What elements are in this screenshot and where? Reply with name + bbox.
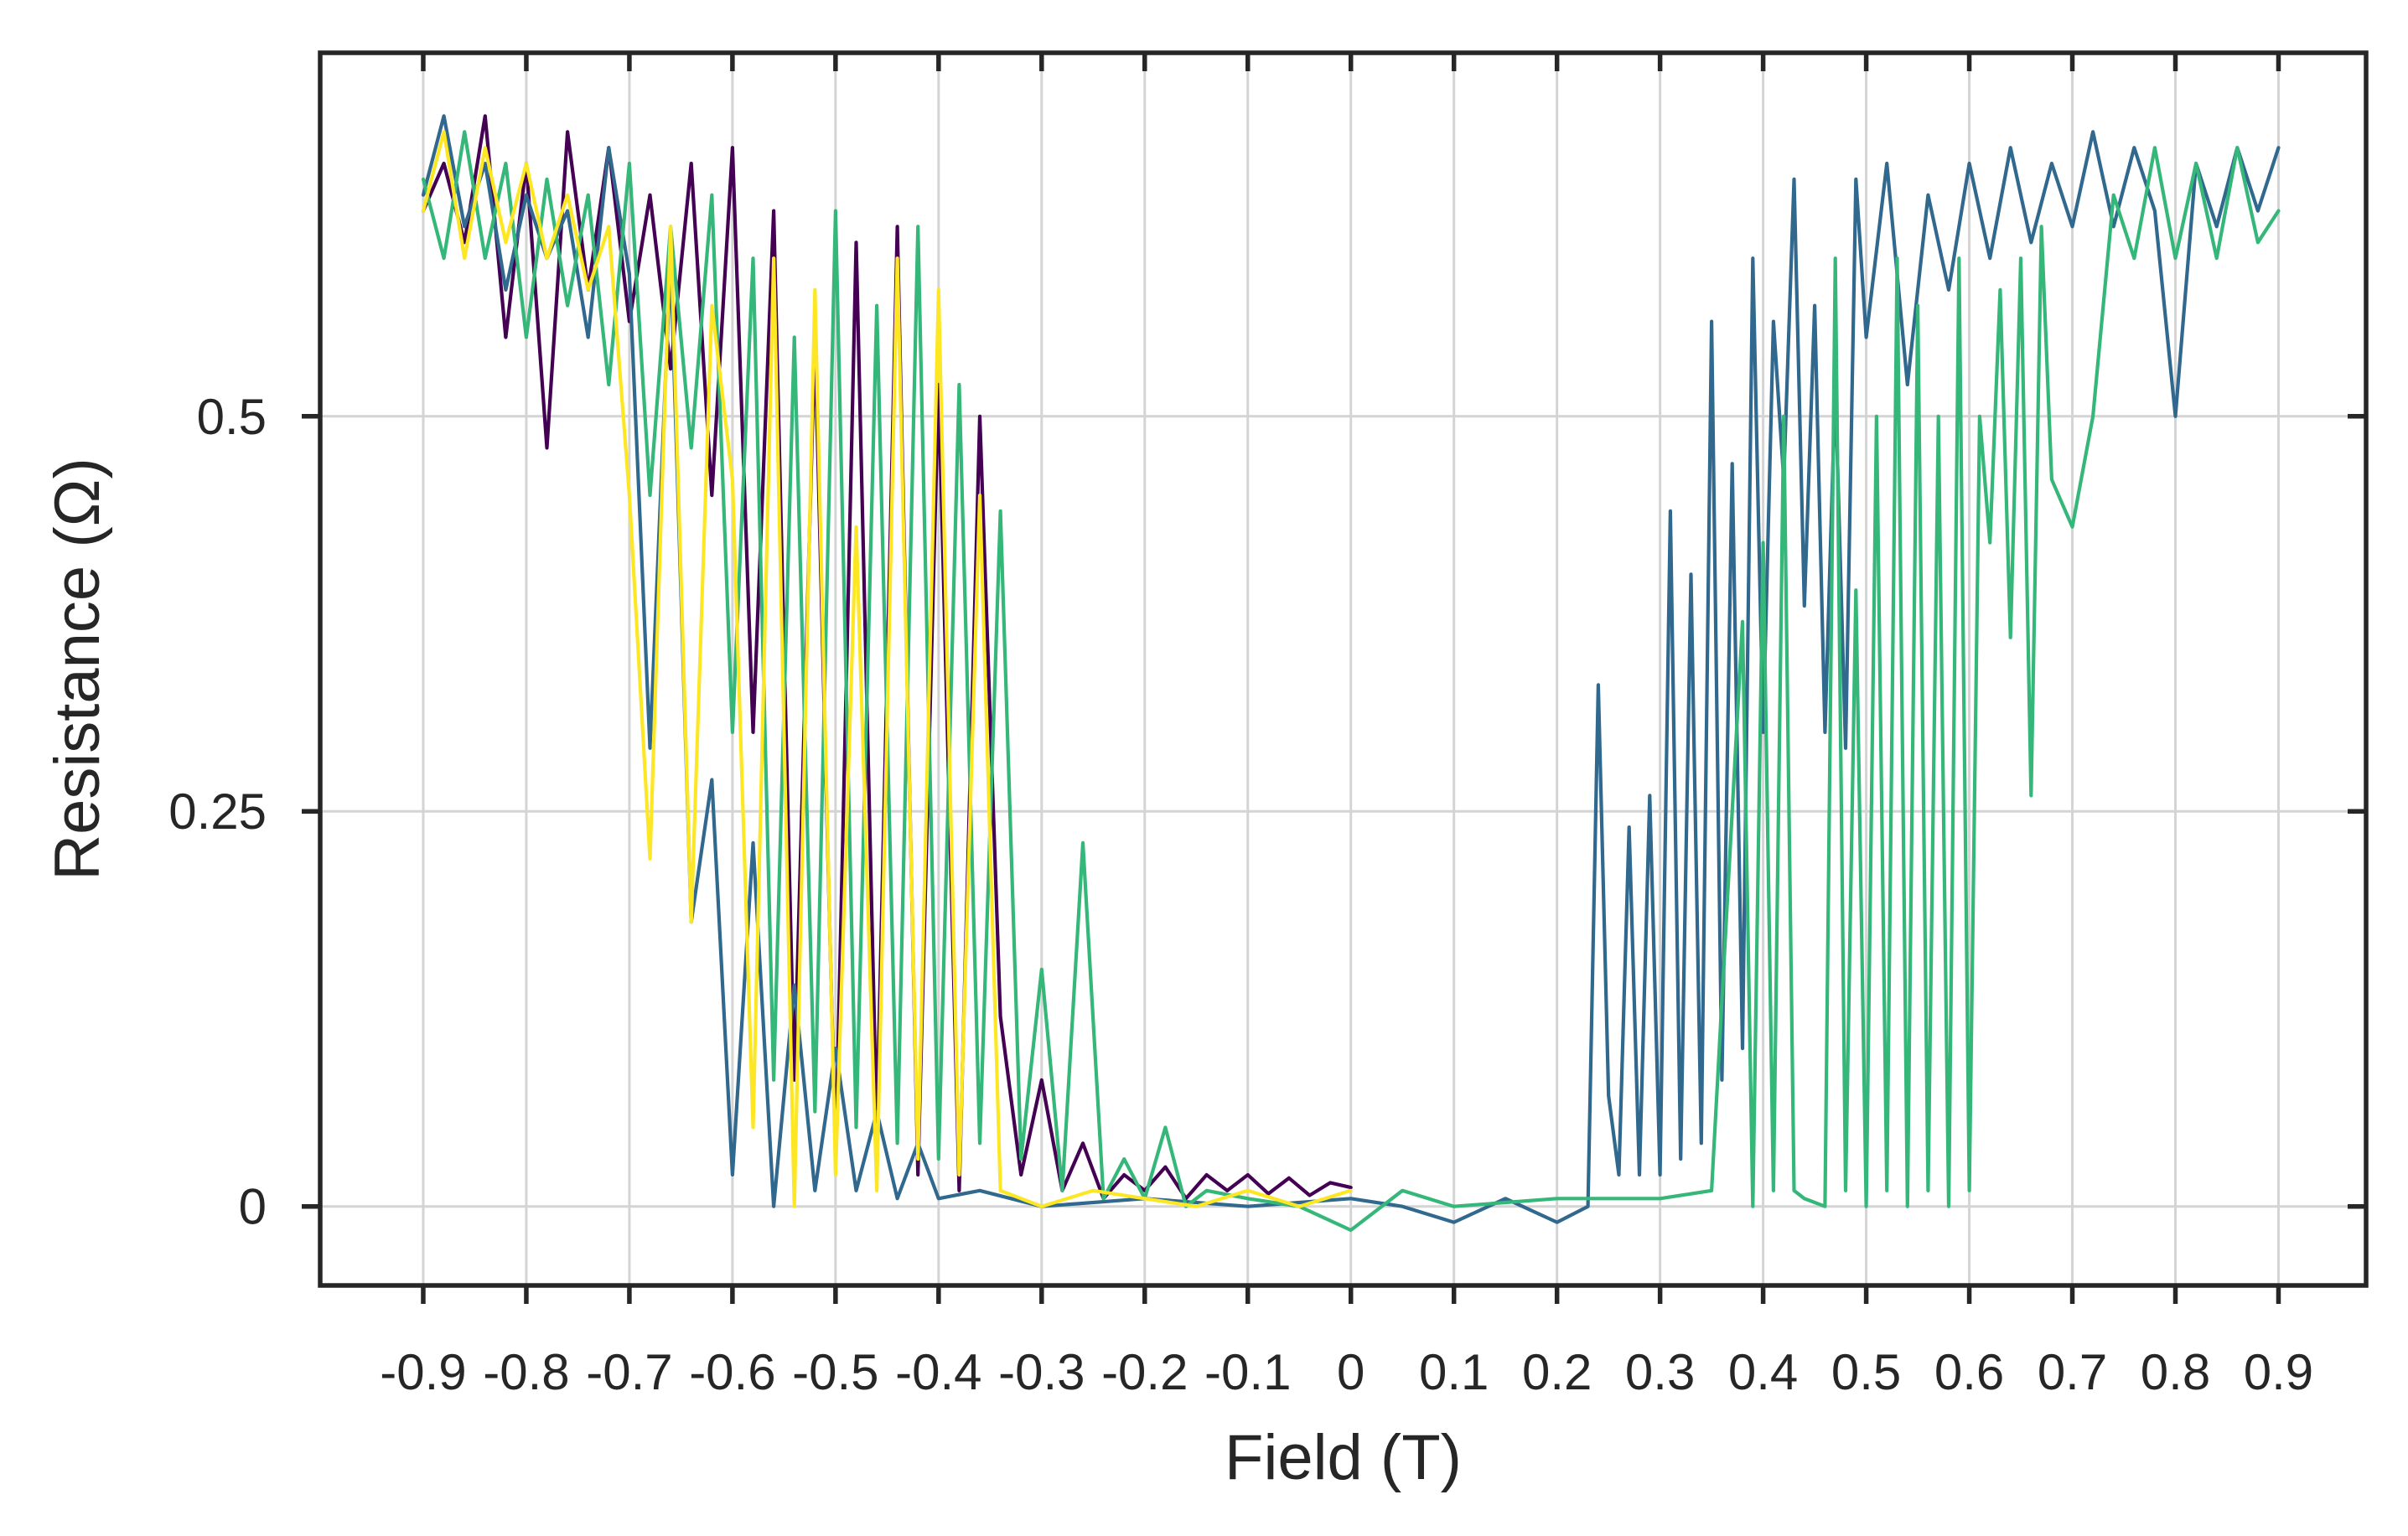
x-tick-labels: -0.9 -0.8 -0.7 -0.6 -0.5 -0.4 -0.3 -0.2 -0.1 0 0.1… — [380, 1344, 2313, 1400]
x-tick-label: 0.4 — [1728, 1344, 1798, 1400]
y-tick-label: 0.25 — [168, 784, 267, 840]
x-tick-label: -0.6 — [689, 1344, 775, 1400]
series-line-3 — [421, 130, 2281, 1233]
x-tick-label: -0.7 — [586, 1344, 672, 1400]
grid-lines — [320, 53, 2366, 1285]
x-tick-label: 0.1 — [1419, 1344, 1489, 1400]
x-tick-label: -0.1 — [1204, 1344, 1291, 1400]
x-tick-label: 0.6 — [1934, 1344, 2004, 1400]
x-tick-label: 0 — [1337, 1344, 1365, 1400]
y-axis-label: Resistance (Ω) — [42, 458, 113, 881]
plot-frame — [318, 50, 2369, 1288]
x-tick-label: -0.5 — [792, 1344, 878, 1400]
y-tick-label: 0 — [239, 1179, 267, 1235]
series-line-2 — [421, 114, 2281, 1224]
x-tick-label: 0.3 — [1625, 1344, 1695, 1400]
x-axis-label: Field (T) — [1225, 1422, 1462, 1493]
x-tick-label: -0.9 — [380, 1344, 466, 1400]
x-tick-label: -0.2 — [1101, 1344, 1188, 1400]
x-tick-label: 0.2 — [1522, 1344, 1592, 1400]
x-tick-label: 0.7 — [2038, 1344, 2107, 1400]
y-tick-labels: 0 0.25 0.5 — [168, 389, 267, 1235]
data-series — [421, 114, 2281, 1233]
y-tick-label: 0.5 — [197, 389, 267, 445]
x-tick-label: 0.8 — [2141, 1344, 2210, 1400]
x-tick-label: -0.3 — [998, 1344, 1085, 1400]
tick-marks — [302, 53, 2366, 1304]
x-tick-label: -0.8 — [483, 1344, 569, 1400]
x-tick-label: 0.9 — [2244, 1344, 2313, 1400]
x-tick-label: 0.5 — [1831, 1344, 1901, 1400]
series-line-4 — [421, 130, 1353, 1208]
x-tick-label: -0.4 — [895, 1344, 981, 1400]
